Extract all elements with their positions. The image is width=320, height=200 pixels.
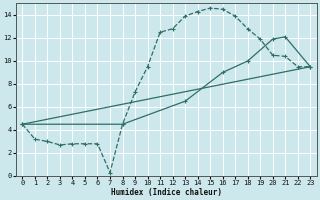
- X-axis label: Humidex (Indice chaleur): Humidex (Indice chaleur): [111, 188, 222, 197]
